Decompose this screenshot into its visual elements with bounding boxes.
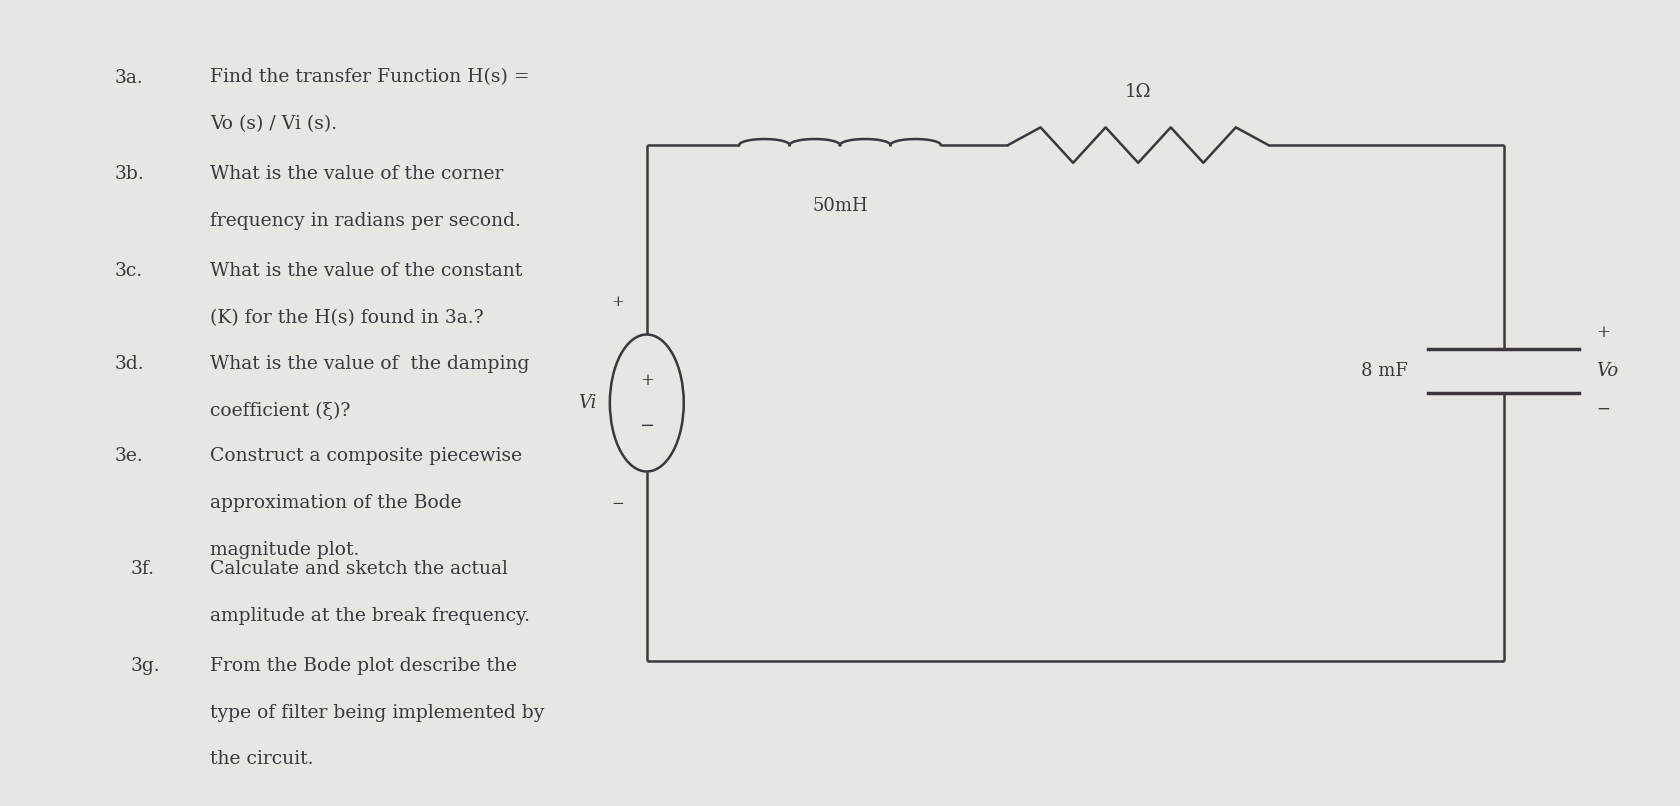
Text: type of filter being implemented by: type of filter being implemented by (210, 704, 544, 721)
Text: 3f.: 3f. (131, 560, 155, 578)
Text: magnitude plot.: magnitude plot. (210, 541, 360, 559)
Text: What is the value of the corner: What is the value of the corner (210, 165, 504, 183)
Text: Find the transfer Function H(s) =: Find the transfer Function H(s) = (210, 69, 529, 86)
Text: From the Bode plot describe the: From the Bode plot describe the (210, 657, 517, 675)
Text: +: + (640, 372, 654, 389)
Text: 3e.: 3e. (114, 447, 143, 465)
Text: Calculate and sketch the actual: Calculate and sketch the actual (210, 560, 507, 578)
Text: 3c.: 3c. (114, 262, 143, 280)
Text: −: − (612, 496, 625, 511)
Text: 3d.: 3d. (114, 355, 144, 372)
Text: 3b.: 3b. (114, 165, 144, 183)
Text: amplitude at the break frequency.: amplitude at the break frequency. (210, 607, 529, 625)
Text: Vi: Vi (578, 394, 596, 412)
Text: Vo: Vo (1596, 362, 1618, 380)
Text: −: − (638, 417, 655, 434)
Text: Construct a composite piecewise: Construct a composite piecewise (210, 447, 522, 465)
Text: Vo (s) / Vi (s).: Vo (s) / Vi (s). (210, 115, 338, 133)
Text: 1Ω: 1Ω (1126, 83, 1151, 101)
Text: coefficient (ξ)?: coefficient (ξ)? (210, 401, 351, 420)
Text: approximation of the Bode: approximation of the Bode (210, 494, 462, 512)
Text: 3g.: 3g. (131, 657, 161, 675)
Text: 8 mF: 8 mF (1361, 362, 1408, 380)
Ellipse shape (610, 334, 684, 472)
Text: What is the value of  the damping: What is the value of the damping (210, 355, 529, 372)
Text: frequency in radians per second.: frequency in radians per second. (210, 212, 521, 230)
Text: 3a.: 3a. (114, 69, 143, 86)
Text: (K) for the H(s) found in 3a.?: (K) for the H(s) found in 3a.? (210, 309, 484, 326)
Text: −: − (1596, 401, 1609, 418)
Text: What is the value of the constant: What is the value of the constant (210, 262, 522, 280)
Text: +: + (1596, 323, 1609, 340)
Text: 50mH: 50mH (811, 197, 869, 215)
Text: the circuit.: the circuit. (210, 750, 314, 768)
Text: +: + (612, 295, 625, 310)
